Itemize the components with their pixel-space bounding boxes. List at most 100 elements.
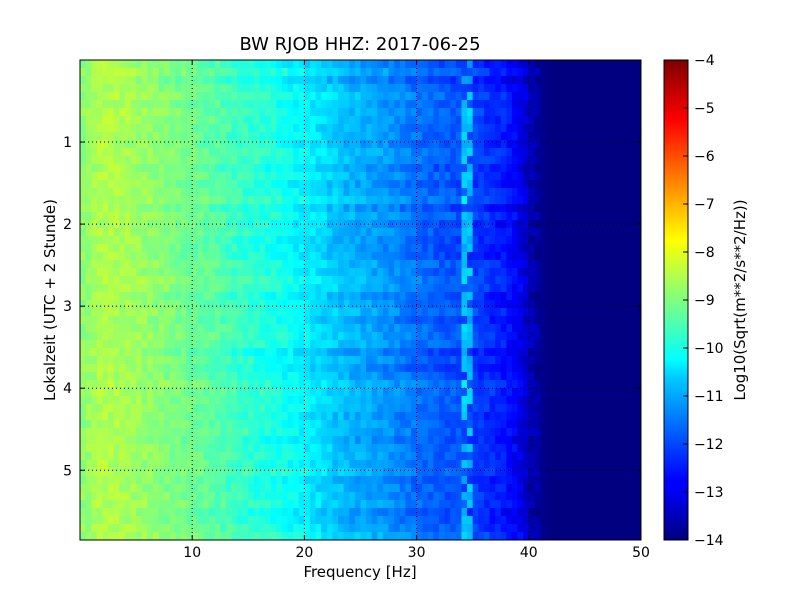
heatmap-cell [410,372,418,381]
heatmap-cell [601,172,608,181]
heatmap-cell [450,444,457,453]
heatmap-cell [612,108,620,117]
heatmap-cell [478,412,485,421]
heatmap-cell [259,68,266,77]
heatmap-cell [180,252,188,261]
heatmap-cell [568,316,575,325]
heatmap-cell [180,244,188,253]
heatmap-cell [119,164,126,173]
heatmap-cell [568,364,575,373]
heatmap-cell [96,132,104,141]
heatmap-cell [635,276,641,285]
heatmap-cell [444,300,451,309]
heatmap-cell [500,236,507,245]
heatmap-cell [573,388,580,397]
heatmap-cell [253,348,261,357]
heatmap-cell [439,84,446,93]
heatmap-cell [360,268,367,277]
heatmap-cell [220,308,227,317]
heatmap-cell [562,268,569,277]
heatmap-cell [169,60,176,69]
heatmap-cell [281,308,289,317]
heatmap-cell [450,92,457,101]
heatmap-cell [113,60,120,69]
heatmap-cell [534,84,541,93]
heatmap-cell [439,412,446,421]
heatmap-cell [478,76,485,85]
heatmap-cell [293,300,300,309]
heatmap-cell [528,228,536,237]
heatmap-cell [388,140,395,149]
heatmap-cell [579,188,586,197]
heatmap-cell [85,348,92,357]
heatmap-cell [175,244,182,253]
heatmap-cell [478,68,485,77]
heatmap-cell [287,420,294,429]
heatmap-cell [315,396,322,405]
heatmap-cell [388,148,395,157]
heatmap-cell [220,340,227,349]
heatmap-cell [281,60,289,69]
heatmap-cell [113,276,120,285]
heatmap-cell [467,316,474,325]
heatmap-cell [551,340,558,349]
heatmap-cell [147,204,154,213]
heatmap-cell [349,164,356,173]
heatmap-cell [596,244,603,253]
heatmap-cell [315,324,322,333]
heatmap-cell [545,364,552,373]
heatmap-cell [528,60,536,69]
heatmap-cell [394,60,401,69]
heatmap-cell [124,260,132,269]
heatmap-cell [495,164,502,173]
heatmap-cell [528,116,536,125]
heatmap-cell [360,428,367,437]
heatmap-cell [96,60,104,69]
heatmap-cell [354,164,362,173]
heatmap-cell [601,140,608,149]
heatmap-cell [108,380,115,389]
heatmap-cell [141,84,148,93]
heatmap-cell [349,356,356,365]
heatmap-cell [102,220,109,229]
heatmap-cell [158,252,165,261]
heatmap-cell [540,252,547,261]
heatmap-cell [545,292,552,301]
heatmap-cell [164,396,171,405]
heatmap-cell [164,404,171,413]
heatmap-cell [596,300,603,309]
heatmap-cell [607,340,614,349]
heatmap-cell [366,292,373,301]
heatmap-cell [231,84,238,93]
heatmap-cell [265,204,272,213]
heatmap-cell [91,164,98,173]
heatmap-cell [534,228,541,237]
heatmap-cell [281,324,289,333]
heatmap-cell [590,452,597,461]
heatmap-cell [349,60,356,69]
heatmap-cell [416,204,423,213]
heatmap-cell [231,108,238,117]
heatmap-cell [489,68,496,77]
heatmap-cell [612,420,620,429]
heatmap-cell [113,372,120,381]
heatmap-cell [326,436,334,445]
heatmap-cell [601,148,608,157]
heatmap-cell [455,292,463,301]
heatmap-cell [573,164,580,173]
heatmap-cell [472,404,479,413]
heatmap-cell [394,404,401,413]
heatmap-cell [152,212,160,221]
heatmap-cell [388,100,395,109]
heatmap-cell [360,444,367,453]
heatmap-cell [629,284,636,293]
heatmap-cell [584,396,592,405]
heatmap-cell [439,340,446,349]
heatmap-cell [405,204,412,213]
heatmap-cell [91,324,98,333]
heatmap-cell [483,228,491,237]
heatmap-cell [444,76,451,85]
heatmap-cell [113,396,120,405]
heatmap-cell [500,228,507,237]
heatmap-cell [192,60,199,69]
